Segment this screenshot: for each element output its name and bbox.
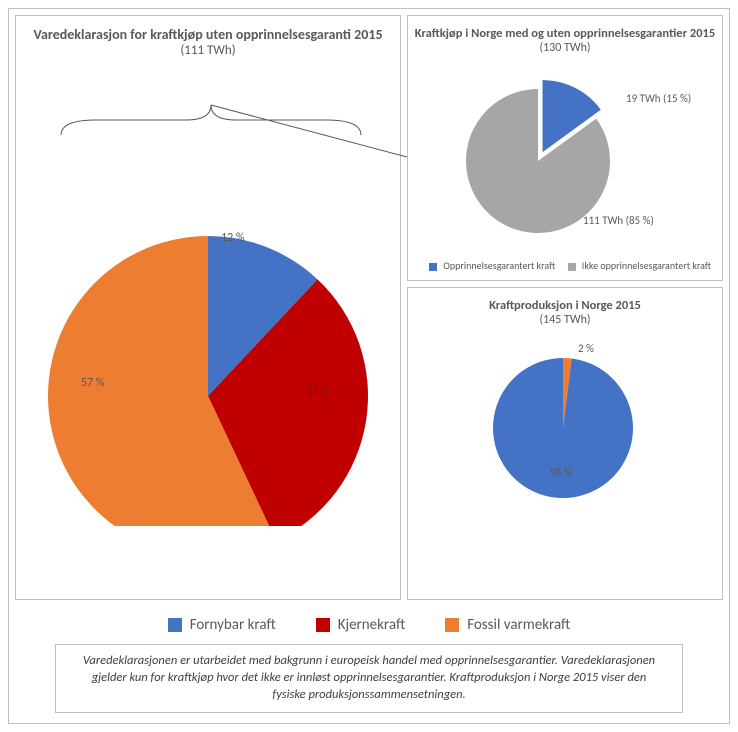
legend-label-kjernekraft: Kjernekraft (338, 616, 406, 634)
panel-varedeklarasjon: Varedeklarasjon for kraftkjøp uten oppri… (15, 15, 401, 600)
charts-row: Varedeklarasjon for kraftkjøp uten oppri… (15, 15, 723, 600)
pie-varedeklarasjon (16, 56, 402, 526)
rt-slice-label-garantert: 19 TWh (15 %) (626, 92, 691, 105)
rb-title: Kraftproduksjon i Norge 2015 (408, 288, 722, 313)
left-slice-label-kjernekraft: 31 % (306, 384, 329, 398)
rb-slice-label-fossil: 2 % (578, 342, 594, 355)
left-slice-label-fossil: 57 % (81, 376, 104, 390)
legend-sq-fornybar-icon (168, 618, 182, 632)
pie-kraftproduksjon (408, 328, 718, 518)
rt-subtitle: (130 TWh) (408, 41, 722, 55)
rt-mini-legend: Opprinnelsesgarantert kraft Ikke opprinn… (408, 259, 722, 272)
legend-sq-kjernekraft-icon (316, 618, 330, 632)
rb-slice-label-fornybar: 98 % (550, 466, 572, 479)
legend-sq-ikke-icon (568, 263, 576, 271)
rt-legend-label-1: Ikke opprinnelsesgarantert kraft (582, 259, 711, 272)
legend-label-fossil: Fossil varmekraft (467, 616, 570, 634)
footnote: Varedeklarasjonen er utarbeidet med bakg… (55, 644, 683, 713)
panel-kraftproduksjon: Kraftproduksjon i Norge 2015 (145 TWh) 2… (407, 287, 723, 600)
legend-item-kjernekraft: Kjernekraft (316, 616, 406, 634)
outer-frame: Varedeklarasjon for kraftkjøp uten oppri… (8, 8, 730, 724)
legend-sq-fossil-icon (445, 618, 459, 632)
left-slice-label-fornybar: 12 % (221, 231, 244, 245)
rt-title: Kraftkjøp i Norge med og uten opprinnels… (408, 16, 722, 41)
legend-sq-garantert-icon (429, 263, 437, 271)
legend-label-fornybar: Fornybar kraft (190, 616, 276, 634)
legend-item-fossil: Fossil varmekraft (445, 616, 570, 634)
rt-slice-label-ikke: 111 TWh (85 %) (583, 214, 654, 227)
right-column: Kraftkjøp i Norge med og uten opprinnels… (407, 15, 723, 600)
main-legend: Fornybar kraft Kjernekraft Fossil varmek… (15, 606, 723, 638)
legend-item-fornybar: Fornybar kraft (168, 616, 276, 634)
rt-legend-label-0: Opprinnelsesgarantert kraft (443, 259, 555, 272)
left-title: Varedeklarasjon for kraftkjøp uten oppri… (16, 16, 400, 43)
panel-kraftkjop: Kraftkjøp i Norge med og uten opprinnels… (407, 15, 723, 281)
rb-subtitle: (145 TWh) (408, 313, 722, 327)
